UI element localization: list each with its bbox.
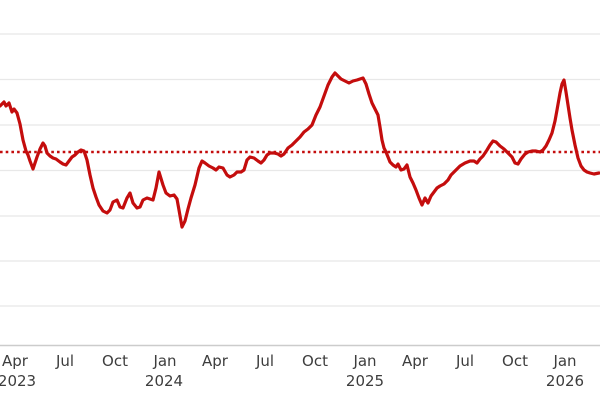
- x-tick-label: Jul: [55, 352, 74, 370]
- x-tick-label: Apr: [202, 352, 229, 370]
- x-tick-label: Oct: [302, 352, 328, 370]
- x-year-label: 2024: [145, 372, 183, 390]
- x-tick-label: Apr: [402, 352, 429, 370]
- x-tick-label: Apr: [2, 352, 29, 370]
- x-tick-label: Oct: [502, 352, 528, 370]
- x-tick-label: Jul: [255, 352, 274, 370]
- x-year-label: 2026: [546, 372, 584, 390]
- x-tick-label: Oct: [102, 352, 128, 370]
- x-tick-label: Jan: [552, 352, 576, 370]
- x-tick-label: Jan: [352, 352, 376, 370]
- x-tick-label: Jan: [152, 352, 176, 370]
- data-line-red-series: [0, 71, 600, 229]
- x-year-label: 2025: [346, 372, 384, 390]
- x-year-label: 2023: [0, 372, 36, 390]
- x-tick-label: Jul: [455, 352, 474, 370]
